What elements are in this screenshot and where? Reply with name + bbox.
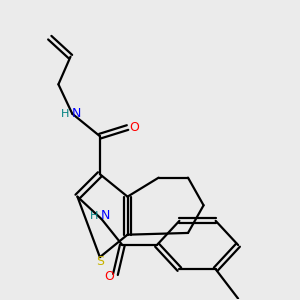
- Text: N: N: [72, 107, 81, 120]
- Text: N: N: [100, 209, 110, 222]
- Text: H: H: [90, 211, 98, 221]
- Text: S: S: [96, 255, 104, 268]
- Text: O: O: [129, 121, 139, 134]
- Text: H: H: [60, 109, 69, 119]
- Text: O: O: [104, 270, 114, 283]
